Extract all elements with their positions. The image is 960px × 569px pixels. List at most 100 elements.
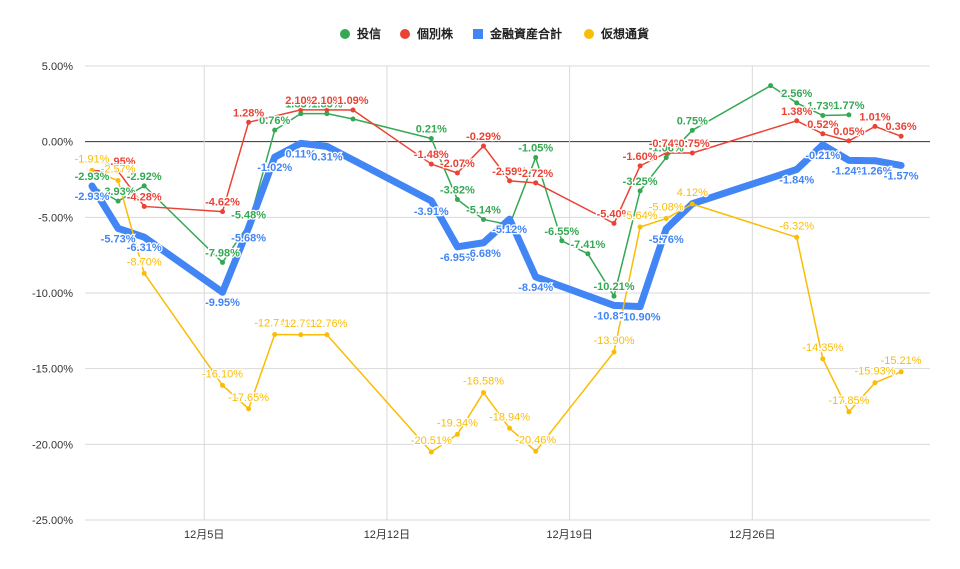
data-label: -0.75% [675, 138, 710, 150]
data-point [141, 270, 147, 276]
series-3 [89, 168, 904, 455]
data-label: -5.08% [649, 202, 684, 214]
data-point [663, 216, 669, 222]
data-label: -9.95% [205, 297, 240, 309]
data-label: -10.82% [594, 310, 635, 322]
data-label: 0.36% [885, 121, 916, 133]
data-label: 2.56% [781, 88, 812, 100]
data-label: 1.85% [285, 99, 316, 111]
data-label: -7.41% [570, 239, 605, 251]
data-point [350, 116, 356, 122]
y-tick-label: -25.00% [32, 515, 73, 527]
data-label: -15.21% [881, 355, 922, 367]
data-label: 0.52% [807, 119, 838, 131]
data-point [846, 409, 852, 415]
legend-swatch [473, 29, 483, 39]
series-layer [88, 83, 905, 455]
data-label: -6.95% [440, 252, 475, 264]
legend-swatch [584, 29, 594, 39]
data-label: -5.76% [649, 234, 684, 246]
series-line [91, 109, 902, 225]
data-label: 1.85% [311, 99, 342, 111]
data-label: -19.34% [437, 417, 478, 429]
data-point [428, 449, 434, 455]
data-point [454, 431, 460, 437]
y-tick-label: -5.00% [38, 212, 73, 224]
data-point [272, 331, 278, 337]
data-label: -3.25% [623, 176, 658, 188]
data-label: -2.93% [75, 191, 110, 203]
data-point [637, 163, 643, 169]
data-label: -12.76% [306, 318, 347, 330]
data-point [820, 112, 826, 118]
data-label: -1.02% [257, 162, 292, 174]
data-label: 4.12% [677, 187, 708, 199]
data-label: -16.58% [463, 376, 504, 388]
data-point [794, 118, 800, 124]
data-point [272, 127, 278, 133]
data-point [898, 133, 904, 139]
data-point [428, 161, 434, 167]
data-point [507, 425, 513, 431]
data-label: -5.40% [597, 208, 632, 220]
data-point [533, 448, 539, 454]
x-tick-label: 12月5日 [184, 529, 224, 541]
data-label: -5.64% [623, 210, 658, 222]
data-label: 1.28% [233, 107, 264, 119]
data-label: -6.68% [466, 248, 501, 260]
data-label: 1.38% [781, 106, 812, 118]
data-point [507, 178, 513, 184]
data-label: -5.68% [231, 233, 266, 245]
data-label: -1.91% [75, 154, 110, 166]
series-2 [88, 139, 905, 311]
legend-label: 仮想通貨 [600, 26, 649, 41]
data-point [637, 188, 643, 194]
data-point [481, 216, 486, 222]
data-point [533, 155, 539, 161]
data-point [611, 220, 617, 226]
data-label: -6.32% [779, 220, 814, 232]
data-point [350, 107, 356, 113]
y-tick-label: 0.00% [42, 137, 73, 149]
data-label: -2.59% [492, 166, 527, 178]
data-label: -1.05% [518, 143, 553, 155]
data-label: -6.31% [127, 242, 162, 254]
data-point [663, 155, 669, 161]
data-point [689, 127, 695, 133]
data-point [246, 119, 252, 125]
data-point [141, 203, 147, 209]
gridlines [85, 65, 930, 521]
series-line [88, 139, 905, 311]
data-label: -1.48% [414, 149, 449, 161]
data-label: -5.12% [492, 224, 527, 236]
data-label: -2.57% [101, 164, 136, 176]
data-label: -10.90% [620, 312, 661, 324]
data-point [481, 390, 486, 396]
legend-swatch [340, 29, 350, 39]
x-tick-label: 12月19日 [546, 529, 592, 541]
data-labels: -2.93%-3.93%-2.92%-7.98%-5.48%0.76%1.85%… [73, 87, 923, 449]
data-label: -20.51% [411, 435, 452, 447]
data-label: -17.65% [228, 392, 269, 404]
data-point [428, 135, 434, 141]
legend: 投信 個別株 金融資産合計 仮想通貨 [340, 26, 649, 41]
data-label: 0.75% [677, 115, 708, 127]
data-point [585, 251, 591, 257]
data-label: -10.21% [594, 281, 635, 293]
data-label: -16.10% [202, 368, 243, 380]
y-tick-label: -20.00% [32, 439, 73, 451]
data-label: -5.14% [466, 204, 501, 216]
data-point [898, 369, 904, 375]
legend-label: 金融資産合計 [489, 26, 562, 41]
data-point [324, 107, 330, 113]
data-point [846, 112, 852, 118]
data-point [115, 198, 121, 204]
data-label: 0.21% [416, 123, 447, 135]
data-point [611, 293, 617, 299]
data-label: 0.76% [259, 115, 290, 127]
data-point [820, 356, 826, 362]
legend-label: 個別株 [416, 26, 454, 41]
data-label: 1.73% [807, 100, 838, 112]
data-label: -20.46% [515, 434, 556, 446]
